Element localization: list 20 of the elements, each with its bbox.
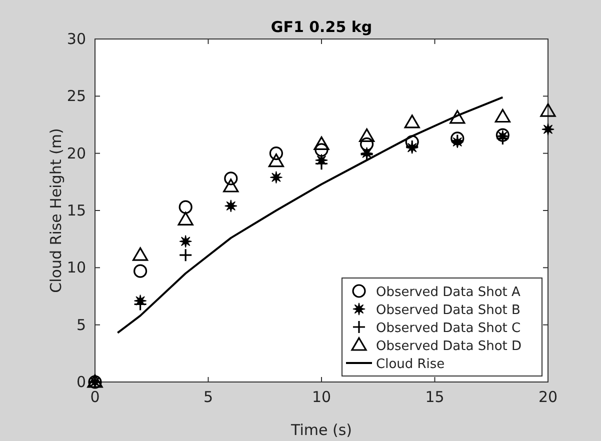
y-tick-label: 15 [66, 202, 86, 220]
y-axis-title: Cloud Rise Height (m) [47, 128, 65, 293]
y-tick-label: 30 [66, 30, 86, 48]
y-tick-label: 5 [76, 316, 86, 334]
x-tick-label: 10 [312, 388, 332, 406]
legend-label: Observed Data Shot A [376, 285, 521, 300]
y-tick-label: 25 [66, 87, 86, 106]
x-tick-label: 5 [203, 388, 214, 406]
x-tick-label: 0 [90, 388, 100, 406]
y-tick-label: 20 [66, 144, 86, 162]
x-tick-label: 15 [425, 388, 444, 406]
legend-label: Observed Data Shot D [376, 339, 522, 354]
legend-label: Observed Data Shot B [376, 303, 520, 318]
legend-label: Observed Data Shot C [376, 321, 521, 336]
y-tick-label: 10 [66, 258, 86, 277]
x-axis-title: Time (s) [290, 421, 352, 439]
chart-title: GF1 0.25 kg [270, 18, 372, 36]
x-tick-label: 20 [538, 388, 558, 406]
legend-label: Cloud Rise [376, 357, 445, 372]
y-tick-label: 0 [76, 373, 86, 391]
